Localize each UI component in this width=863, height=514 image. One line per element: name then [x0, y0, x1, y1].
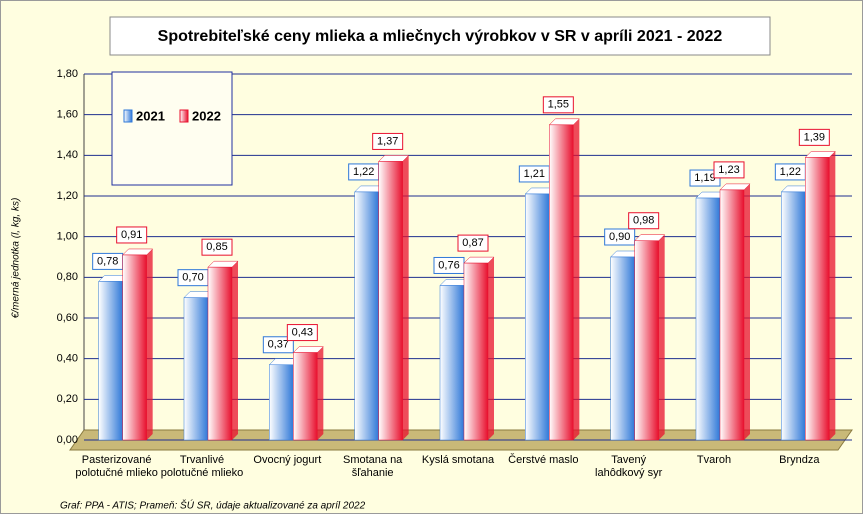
value-label: 0,43: [292, 326, 313, 338]
x-tick-label: Trvanlivé polotučné mlieko: [160, 454, 244, 479]
value-label: 0,70: [182, 272, 203, 284]
bar: [549, 124, 574, 441]
value-label-box: [798, 128, 830, 146]
bar: [354, 191, 379, 441]
x-tick-label: Tavený lahôdkový syr: [595, 454, 663, 479]
bar: [525, 193, 550, 441]
y-tick-label: 0,20: [57, 393, 78, 405]
value-label: 1,39: [804, 131, 825, 143]
bar: [439, 285, 465, 441]
value-label: 1,19: [694, 172, 715, 184]
bar: [183, 297, 209, 441]
x-tick-label: Tvaroh: [696, 454, 732, 466]
value-label: 0,98: [633, 215, 654, 227]
value-label-box: [201, 238, 233, 256]
value-label: 0,87: [462, 237, 483, 249]
y-tick-label: 0,80: [57, 271, 78, 283]
y-tick-label: 0,00: [57, 434, 78, 446]
value-label: 1,23: [718, 164, 739, 176]
bar: [463, 262, 489, 441]
chart-title: Spotrebiteľské ceny mlieka a mliečnych v…: [158, 28, 723, 45]
value-label-box: [116, 226, 148, 244]
value-label-box: [542, 96, 574, 114]
legend-swatch: [123, 109, 133, 123]
value-label-box: [372, 132, 404, 150]
bar-side: [658, 234, 665, 440]
y-tick-label: 1,20: [57, 190, 78, 202]
bar-side: [488, 257, 494, 440]
y-tick-label: 0,40: [57, 353, 78, 365]
bar: [207, 266, 233, 441]
value-label: 1,55: [548, 99, 569, 111]
value-label: 0,76: [438, 259, 459, 271]
bar-side: [744, 183, 750, 440]
legend-swatch: [179, 109, 189, 123]
x-tick-label: Čerstvé maslo: [508, 454, 579, 466]
x-tick-label: Ovocný jogurt: [253, 454, 322, 466]
bar: [781, 191, 806, 441]
bar-side: [232, 261, 238, 440]
value-label: 0,91: [121, 229, 142, 241]
bar-side: [573, 118, 580, 440]
bar-side: [146, 248, 153, 440]
value-label-box: [604, 228, 636, 246]
value-label-box: [713, 161, 745, 179]
value-label: 1,22: [780, 166, 801, 178]
bar: [805, 157, 830, 441]
legend-box: [111, 71, 233, 186]
bar-side: [402, 155, 409, 440]
legend-label: 2021: [136, 108, 165, 123]
y-tick-label: 1,00: [57, 231, 78, 243]
y-tick-label: 1,80: [57, 68, 78, 80]
bar: [610, 256, 635, 441]
x-tick-label: Bryndza: [779, 454, 820, 466]
y-tick-label: 0,60: [57, 312, 78, 324]
x-tick-label: Pasterizované polotučné mlieko: [75, 454, 158, 479]
bar: [122, 254, 147, 441]
value-label: 0,37: [268, 339, 289, 351]
value-label: 0,78: [97, 255, 118, 267]
bar: [98, 281, 123, 441]
value-label-box: [286, 324, 318, 342]
bar: [293, 352, 318, 441]
bar: [719, 189, 745, 441]
value-label: 0,90: [609, 231, 630, 243]
bar-side: [317, 346, 324, 440]
value-label-box: [628, 212, 660, 230]
value-label: 1,37: [377, 135, 398, 147]
value-label-box: [262, 336, 294, 354]
value-label: 1,21: [524, 168, 545, 180]
y-tick-label: 1,60: [57, 109, 78, 121]
y-tick-label: 1,40: [57, 149, 78, 161]
value-label-box: [457, 234, 489, 252]
x-tick-label: Kyslá smotana: [421, 454, 495, 466]
bar: [695, 197, 721, 441]
y-axis-label: €/merná jednotka (l, kg, ks): [11, 198, 22, 319]
footnote: Graf: PPA - ATIS; Prameň: ŠÚ SR, údaje a…: [60, 499, 366, 512]
legend-label: 2022: [192, 108, 221, 123]
bar: [269, 364, 294, 441]
value-label: 0,85: [206, 241, 227, 253]
title-box: [109, 16, 771, 56]
x-tick-label: Smotana na šľahanie: [342, 454, 403, 479]
bar-side: [829, 151, 836, 440]
bar: [634, 240, 659, 441]
bar: [378, 161, 403, 441]
value-label: 1,22: [353, 166, 374, 178]
